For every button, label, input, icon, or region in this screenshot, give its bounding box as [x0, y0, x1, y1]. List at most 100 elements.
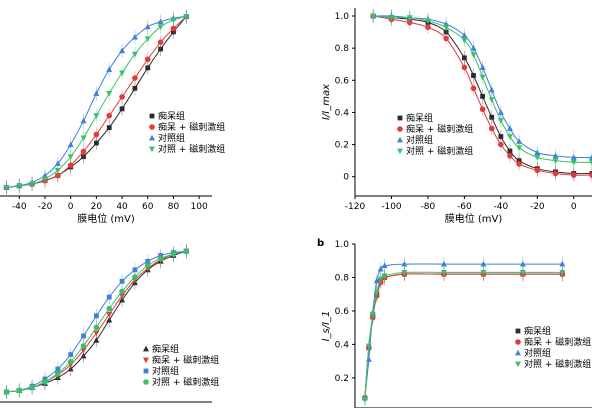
y-tick-label: 0.4: [335, 340, 350, 350]
data-point: [589, 154, 592, 160]
legend-label: 对照组: [524, 347, 551, 359]
data-point: [506, 134, 513, 140]
x-tick-label: -80: [421, 202, 436, 212]
x-axis-title: 膜电位 (mV): [445, 212, 503, 225]
data-point: [106, 91, 113, 97]
y-tick-label: 0.4: [335, 108, 350, 118]
data-point: [534, 149, 541, 156]
fit-curve-Control_TMS: [373, 15, 592, 163]
data-point: [144, 36, 151, 42]
data-point: [461, 55, 467, 61]
y-tick-label: 0.2: [335, 141, 349, 151]
x-tick-label: 100: [191, 202, 208, 212]
data-point: [119, 296, 126, 303]
data-point: [507, 153, 513, 159]
legend-marker: [515, 328, 521, 334]
legend-marker: [515, 339, 521, 345]
data-point: [16, 183, 23, 189]
x-axis-title: 膜电位 (mV): [77, 212, 135, 225]
data-point: [534, 155, 541, 161]
x-tick-label: 0: [68, 202, 74, 212]
data-point: [131, 51, 138, 58]
data-point: [480, 260, 487, 267]
data-point: [144, 56, 151, 63]
x-tick-label: -40: [12, 202, 27, 212]
data-point: [170, 251, 177, 257]
data-point: [570, 159, 577, 166]
data-point: [552, 170, 559, 177]
data-point: [157, 18, 164, 25]
data-point: [132, 75, 138, 81]
legend-label: 对照组: [158, 132, 185, 144]
legend-label: 对照组: [406, 134, 433, 146]
data-point: [373, 277, 380, 284]
data-point: [119, 47, 126, 54]
data-point: [519, 270, 526, 276]
data-point: [461, 64, 468, 71]
data-point: [55, 172, 61, 179]
data-point: [461, 37, 468, 44]
data-point: [516, 158, 522, 164]
data-point: [55, 366, 61, 372]
data-point: [119, 293, 126, 299]
x-tick-label: 80: [168, 202, 180, 212]
panel-label: b: [317, 238, 324, 249]
data-point: [369, 311, 376, 318]
legend-label: 对照 + 磁刺激组: [406, 145, 473, 157]
data-point: [171, 29, 176, 35]
data-point: [552, 152, 559, 159]
data-point: [425, 24, 431, 31]
data-point: [80, 117, 87, 124]
legend-marker: [143, 379, 149, 385]
data-point: [93, 324, 100, 331]
data-point: [106, 294, 112, 300]
data-point: [16, 387, 23, 394]
data-point: [570, 154, 577, 160]
x-tick-label: -60: [457, 202, 472, 212]
legend-label: 痴呆组: [158, 110, 185, 122]
data-point: [516, 138, 523, 144]
data-point: [461, 32, 468, 38]
data-point: [361, 397, 368, 403]
data-point: [589, 159, 592, 166]
data-point: [41, 176, 48, 183]
data-point: [471, 73, 476, 78]
data-point: [488, 125, 495, 132]
fit-curve-AD_TMS: [373, 15, 592, 176]
data-point: [93, 140, 99, 146]
data-point: [29, 181, 36, 188]
x-tick-label: -20: [530, 202, 545, 212]
data-point: [373, 290, 380, 296]
x-tick-label: 60: [142, 202, 154, 212]
data-point: [106, 305, 113, 312]
data-point: [488, 86, 495, 93]
data-point: [480, 270, 487, 276]
x-tick-label: -100: [381, 202, 402, 212]
data-point: [106, 125, 112, 131]
data-point: [145, 65, 151, 71]
fit-curve-AD: [373, 15, 592, 175]
data-point: [470, 44, 477, 51]
data-point: [132, 85, 138, 91]
legend-label: 痴呆组: [406, 112, 433, 124]
data-point: [106, 112, 113, 119]
data-point: [119, 94, 125, 100]
data-point: [377, 265, 384, 272]
data-point: [498, 141, 504, 148]
legend-marker: [149, 113, 155, 119]
data-point: [80, 148, 87, 155]
data-point: [424, 18, 431, 25]
data-point: [470, 85, 477, 92]
y-tick-label: 0.6: [335, 307, 350, 317]
data-point: [406, 19, 413, 26]
legend-label: 痴呆组: [152, 343, 179, 355]
data-point: [589, 172, 592, 178]
x-tick-label: 40: [116, 202, 128, 212]
data-point: [497, 118, 504, 124]
legend-marker: [143, 368, 149, 374]
legend-marker: [397, 148, 403, 155]
